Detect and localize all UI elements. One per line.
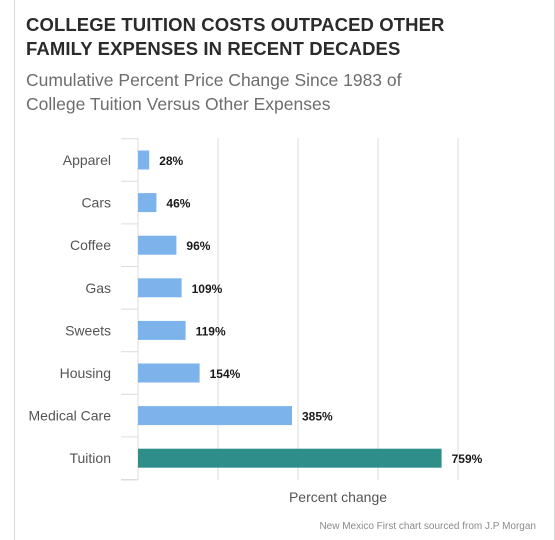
chart-subtitle: Cumulative Percent Price Change Since 19… — [26, 68, 536, 116]
chart-title-line-1: COLLEGE TUITION COSTS OUTPACED OTHER — [26, 14, 445, 35]
bar — [138, 406, 292, 426]
bar — [138, 320, 186, 340]
value-label: 759% — [452, 452, 483, 466]
value-label: 109% — [192, 282, 223, 296]
chart-title-line-2: FAMILY EXPENSES IN RECENT DECADES — [26, 38, 401, 59]
bar — [138, 193, 157, 213]
chart-subtitle-line-2: College Tuition Versus Other Expenses — [26, 94, 331, 114]
bar-highlight — [138, 448, 442, 468]
chart-title: COLLEGE TUITION COSTS OUTPACED OTHER FAM… — [26, 13, 536, 61]
category-label: Cars — [81, 195, 111, 211]
value-label: 119% — [196, 324, 226, 338]
chart-subtitle-line-1: Cumulative Percent Price Change Since 19… — [26, 70, 402, 90]
bar — [138, 235, 177, 255]
category-label: Apparel — [63, 152, 111, 168]
category-label: Gas — [85, 280, 111, 296]
category-label: Tuition — [69, 450, 111, 466]
bar — [138, 363, 200, 383]
category-label: Coffee — [70, 237, 111, 253]
category-label: Housing — [60, 365, 111, 381]
value-label: 154% — [210, 367, 241, 381]
source-note: New Mexico First chart sourced from J.P … — [319, 521, 536, 532]
value-label: 46% — [166, 197, 190, 211]
bar — [138, 150, 150, 170]
bar — [138, 278, 182, 298]
category-label: Sweets — [65, 322, 111, 338]
x-axis-title: Percent change — [289, 489, 387, 505]
value-label: 96% — [186, 239, 210, 253]
category-label: Medical Care — [29, 408, 112, 424]
value-label: 28% — [159, 154, 183, 168]
value-label: 385% — [302, 410, 333, 424]
